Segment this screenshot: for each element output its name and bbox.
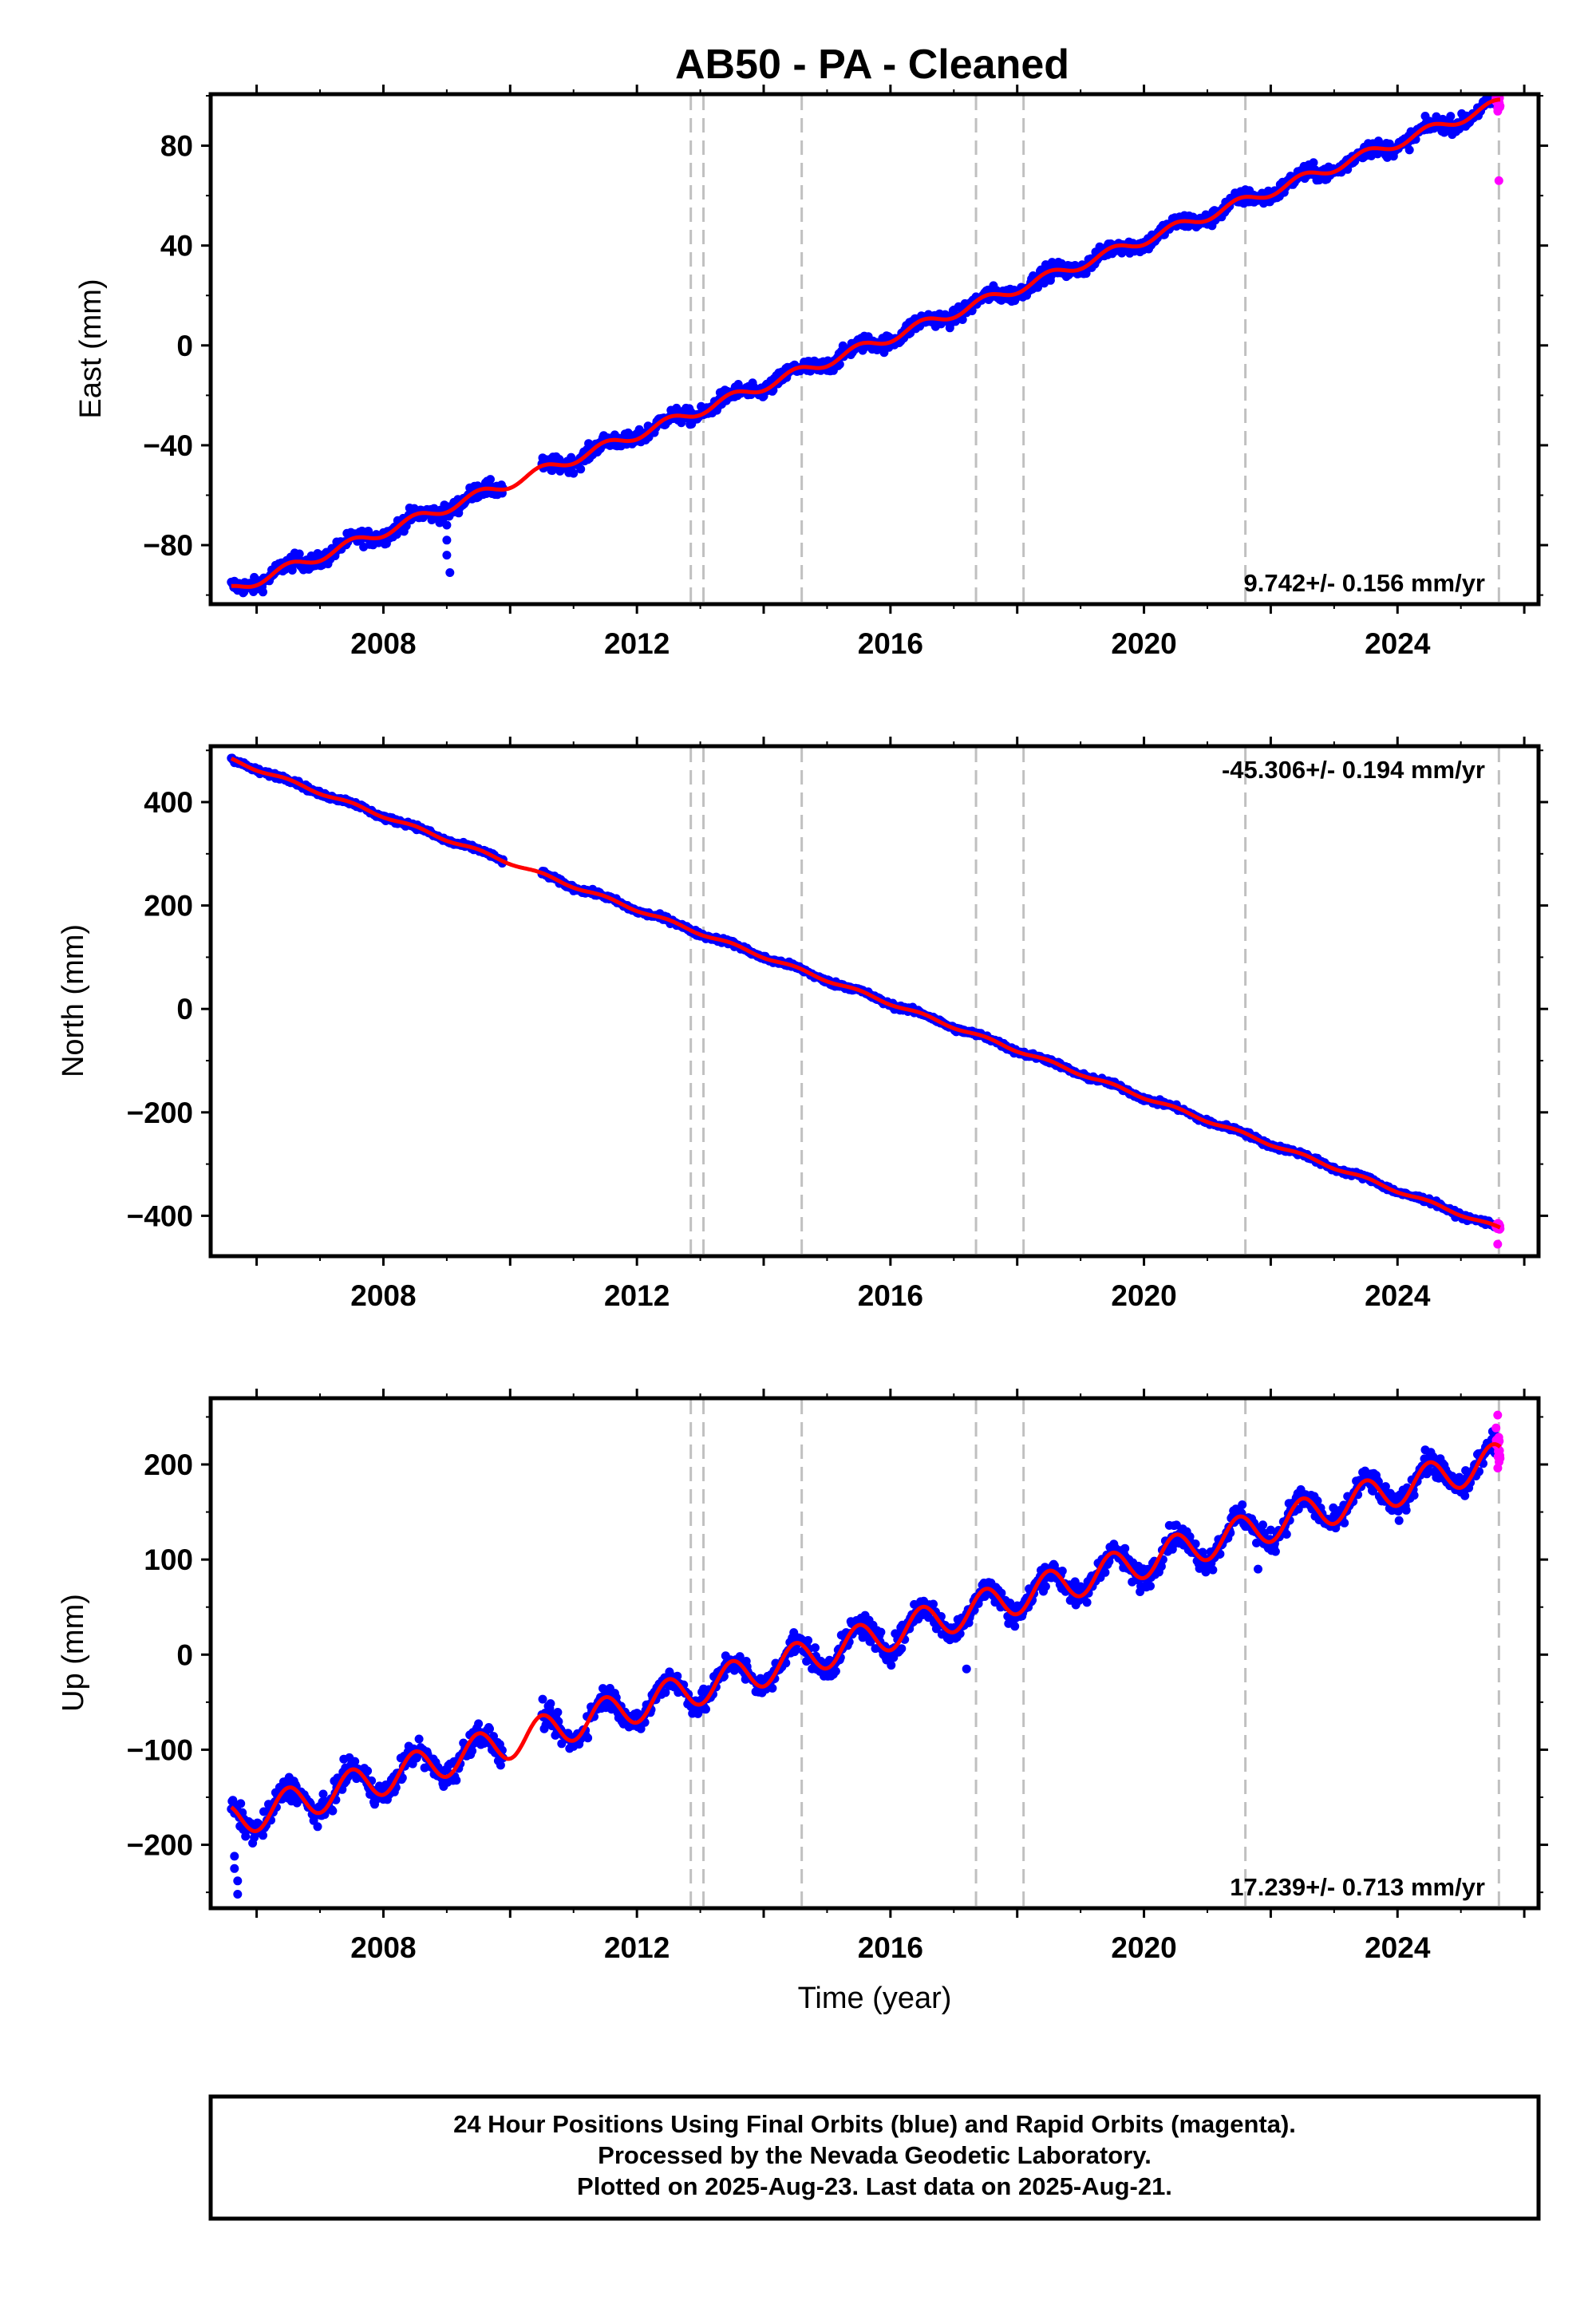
up-xtick-label-4: 2024 — [1365, 1931, 1431, 1964]
up-ytick-label-0: −200 — [127, 1829, 193, 1862]
east-ytick-label-2: 0 — [176, 330, 193, 362]
panel-east: −80 −40 0 40 80 2008 2012 2016 2020 2024 East (mm… — [74, 85, 1548, 660]
up-xtick-label-1: 2012 — [604, 1931, 670, 1964]
up-ytick-label-1: −100 — [127, 1733, 193, 1766]
up-final-orbit-points — [227, 1427, 1499, 1899]
north-ytick-label-4: 400 — [144, 786, 193, 819]
north-ylabel: North (mm) — [57, 924, 90, 1077]
east-ticks: −80 −40 0 40 80 2008 2012 2016 2020 2024 — [143, 85, 1548, 660]
up-frame — [208, 1396, 1541, 1911]
east-xtick-label-0: 2008 — [350, 627, 416, 660]
east-xtick-label-4: 2024 — [1365, 627, 1431, 660]
caption-line-2: Processed by the Nevada Geodetic Laborat… — [598, 2141, 1152, 2169]
east-frame — [208, 92, 1541, 607]
caption-frame — [208, 2094, 1541, 2221]
north-xtick-label-3: 2020 — [1111, 1279, 1176, 1312]
north-model-curve — [230, 757, 1501, 1230]
up-ytick-label-3: 100 — [144, 1543, 193, 1576]
north-ticks: −400 −200 0 200 400 2008 2012 2016 2020 2024 — [127, 737, 1548, 1312]
east-ytick-label-4: 80 — [160, 130, 193, 163]
up-rate-label: 17.239+/- 0.713 mm/yr — [1230, 1873, 1485, 1901]
east-xtick-label-1: 2012 — [604, 627, 670, 660]
up-ticks: −200 −100 0 100 200 2008 2012 2016 2020 2024 — [127, 1389, 1548, 1964]
east-ylabel: East (mm) — [74, 279, 108, 418]
east-xtick-label-2: 2016 — [858, 627, 923, 660]
x-axis-label: Time (year) — [798, 1982, 952, 2015]
north-plot-area — [227, 748, 1505, 1255]
up-ytick-label-2: 0 — [176, 1638, 193, 1671]
up-xtick-label-3: 2020 — [1111, 1931, 1176, 1964]
east-ytick-label-1: −40 — [143, 429, 193, 462]
north-rate-label: -45.306+/- 0.194 mm/yr — [1222, 756, 1485, 784]
east-ytick-label-0: −80 — [143, 529, 193, 562]
figure-title: AB50 - PA - Cleaned — [675, 41, 1069, 88]
panel-up: −200 −100 0 100 200 2008 2012 2016 2020 2024 Up (… — [57, 1389, 1548, 2015]
north-ytick-label-1: −200 — [127, 1097, 193, 1129]
north-xtick-label-2: 2016 — [858, 1279, 923, 1312]
caption-line-1: 24 Hour Positions Using Final Orbits (bl… — [453, 2110, 1296, 2138]
north-xtick-label-4: 2024 — [1365, 1279, 1431, 1312]
caption-line-3: Plotted on 2025-Aug-23. Last data on 202… — [577, 2172, 1172, 2200]
up-ylabel: Up (mm) — [57, 1594, 90, 1712]
caption-box: 24 Hour Positions Using Final Orbits (bl… — [208, 2094, 1541, 2221]
north-ytick-label-3: 200 — [144, 890, 193, 923]
panel-north: −400 −200 0 200 400 2008 2012 2016 2020 2024 Nort… — [57, 737, 1548, 1312]
north-xtick-label-1: 2012 — [604, 1279, 670, 1312]
east-model-curve — [230, 97, 1501, 589]
north-xtick-label-0: 2008 — [350, 1279, 416, 1312]
north-frame — [208, 744, 1541, 1259]
up-ytick-label-4: 200 — [144, 1448, 193, 1481]
east-xtick-label-3: 2020 — [1111, 627, 1176, 660]
up-plot-area — [227, 1400, 1505, 1907]
up-xtick-label-2: 2016 — [858, 1931, 923, 1964]
up-model-curve — [230, 1442, 1502, 1833]
up-xtick-label-0: 2008 — [350, 1931, 416, 1964]
east-plot-area — [227, 96, 1505, 603]
east-ytick-label-3: 40 — [160, 230, 193, 263]
north-ytick-label-0: −400 — [127, 1199, 193, 1232]
north-ytick-label-2: 0 — [176, 993, 193, 1026]
east-rate-label: 9.742+/- 0.156 mm/yr — [1244, 569, 1485, 597]
